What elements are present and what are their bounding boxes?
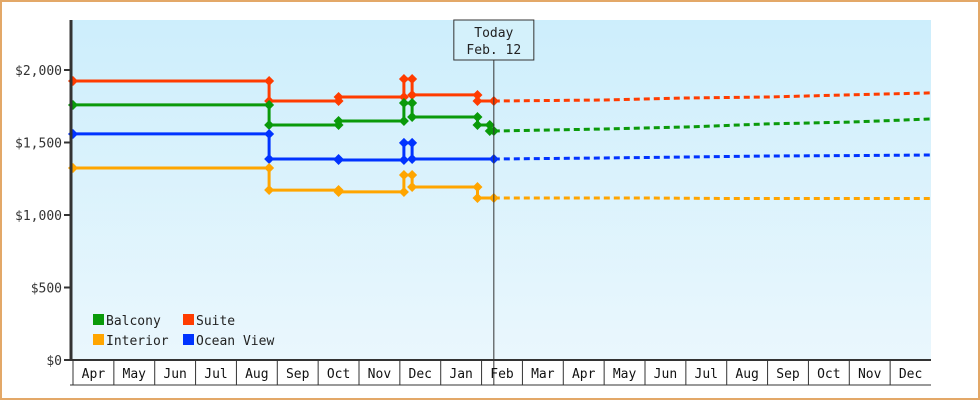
legend-label: Ocean View xyxy=(196,334,274,349)
today-label: Today xyxy=(474,26,513,41)
data-point-marker[interactable] xyxy=(398,137,409,148)
legend-item-balcony[interactable]: Balcony xyxy=(93,314,161,329)
data-point-marker[interactable] xyxy=(264,76,275,87)
legend-swatch xyxy=(183,334,194,345)
month-label: Apr xyxy=(82,367,106,382)
data-point-marker[interactable] xyxy=(407,73,418,84)
data-point-marker[interactable] xyxy=(333,116,344,127)
y-axis: $0 $500 $1,000 $1,500 $2,000 xyxy=(15,20,73,369)
data-point-marker[interactable] xyxy=(264,99,275,110)
data-point-marker[interactable] xyxy=(333,155,344,166)
data-point-marker[interactable] xyxy=(407,182,418,193)
forecast-line xyxy=(493,117,932,133)
forecast-line xyxy=(493,91,932,103)
month-label: Oct xyxy=(327,367,350,382)
data-point-marker[interactable] xyxy=(398,186,409,197)
history-line xyxy=(73,132,494,162)
legend-label: Balcony xyxy=(106,314,161,329)
data-point-marker[interactable] xyxy=(472,89,483,100)
legend-swatch xyxy=(93,334,104,345)
data-point-marker[interactable] xyxy=(407,111,418,122)
plot-area xyxy=(71,20,931,360)
data-point-marker[interactable] xyxy=(407,98,418,109)
data-point-marker[interactable] xyxy=(398,91,409,102)
month-label: Nov xyxy=(368,367,392,382)
legend-item-ocean-view[interactable]: Ocean View xyxy=(183,334,274,349)
data-point-marker[interactable] xyxy=(264,128,275,139)
data-point-marker[interactable] xyxy=(333,91,344,102)
data-point-marker[interactable] xyxy=(472,111,483,122)
data-point-marker[interactable] xyxy=(472,96,483,107)
month-label: Aug xyxy=(245,367,268,382)
data-point-marker[interactable] xyxy=(472,193,483,204)
y-tick-label: $1,000 xyxy=(15,209,62,224)
legend-swatch xyxy=(183,314,194,325)
month-label: Nov xyxy=(858,367,882,382)
data-point-marker[interactable] xyxy=(264,119,275,130)
y-tick-label: $0 xyxy=(46,354,62,369)
data-point-marker[interactable] xyxy=(407,169,418,180)
y-tick-label: $2,000 xyxy=(15,64,62,79)
data-point-marker[interactable] xyxy=(407,137,418,148)
month-label: Jan xyxy=(449,367,472,382)
month-label: Jun xyxy=(163,367,186,382)
month-label: Sep xyxy=(776,367,800,382)
month-label: Jul xyxy=(695,367,718,382)
month-label: Aug xyxy=(735,367,758,382)
month-label: Jun xyxy=(654,367,677,382)
month-label: May xyxy=(123,367,147,382)
data-point-marker[interactable] xyxy=(333,186,344,197)
data-point-marker[interactable] xyxy=(264,154,275,165)
y-tick-label: $1,500 xyxy=(15,137,62,152)
legend: Balcony Suite Interior Ocean View xyxy=(93,314,274,349)
data-point-marker[interactable] xyxy=(398,98,409,109)
month-label: Oct xyxy=(817,367,840,382)
month-label: Apr xyxy=(572,367,596,382)
data-point-marker[interactable] xyxy=(398,169,409,180)
y-tick-label: $500 xyxy=(31,282,62,297)
data-point-marker[interactable] xyxy=(264,185,275,196)
series-interior xyxy=(68,163,931,204)
data-point-marker[interactable] xyxy=(264,163,275,174)
legend-label: Suite xyxy=(196,314,235,329)
data-point-marker[interactable] xyxy=(398,73,409,84)
legend-item-interior[interactable]: Interior xyxy=(93,334,169,349)
series-suite xyxy=(68,73,932,107)
month-label: Dec xyxy=(409,367,432,382)
series-ocean-view xyxy=(68,128,932,166)
data-point-marker[interactable] xyxy=(398,116,409,127)
data-point-marker[interactable] xyxy=(407,89,418,100)
month-label: Mar xyxy=(531,367,555,382)
month-label: Sep xyxy=(286,367,310,382)
data-point-marker[interactable] xyxy=(398,155,409,166)
forecast-line xyxy=(493,196,931,200)
today-marker: Today Feb. 12 xyxy=(453,19,535,385)
month-label: Jul xyxy=(204,367,227,382)
today-date: Feb. 12 xyxy=(466,43,521,58)
month-label: Dec xyxy=(899,367,922,382)
forecast-line xyxy=(493,153,932,161)
month-label: Feb xyxy=(490,367,514,382)
legend-label: Interior xyxy=(106,334,169,349)
series-balcony xyxy=(68,98,932,137)
legend-swatch xyxy=(93,314,104,325)
data-point-marker[interactable] xyxy=(407,154,418,165)
today-label-box xyxy=(453,19,535,61)
data-point-marker[interactable] xyxy=(472,182,483,193)
data-point-marker[interactable] xyxy=(484,119,495,130)
data-point-marker[interactable] xyxy=(472,119,483,130)
month-label: May xyxy=(613,367,637,382)
legend-item-suite[interactable]: Suite xyxy=(183,314,235,329)
series-layer xyxy=(68,73,932,204)
x-axis: Apr May Jun Jul Aug Sep Oct Nov Dec Jan Feb Mar Apr M… xyxy=(70,359,931,386)
